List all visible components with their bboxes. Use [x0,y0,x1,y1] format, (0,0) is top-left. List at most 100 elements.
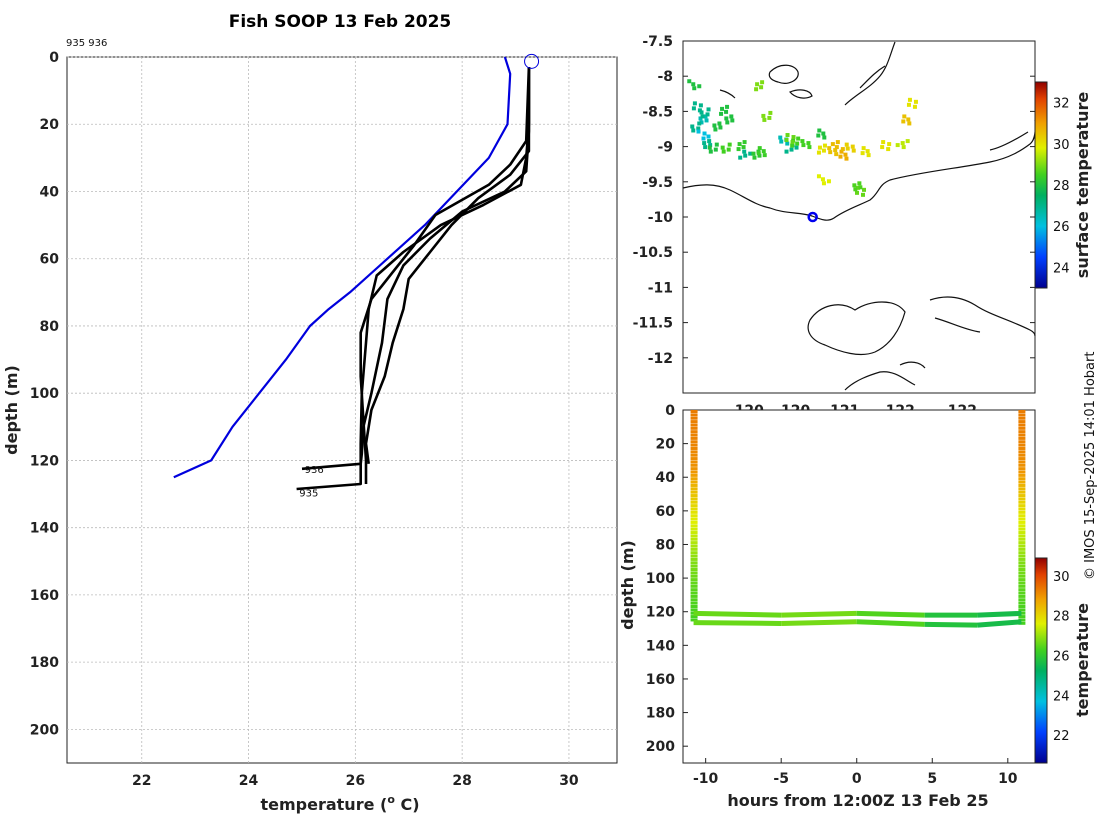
sst-pixel [789,147,794,152]
cast-1-cell [1018,568,1026,572]
sst-pixel [895,143,900,148]
timeseries-colorbar-tick-3: 28 [1053,610,1070,625]
profile-ids: 935 936 [66,38,107,49]
map-colorbar-tick-4: 32 [1053,97,1070,112]
sst-pixel [687,79,692,84]
sst-pixel [865,149,870,154]
profile-y-tick-7: 140 [30,521,59,537]
sst-pixel [748,151,753,156]
bottom-track-lower-1 [693,620,782,626]
timeseries-colorbar-tick-2: 26 [1053,650,1070,665]
sst-pixel [736,147,741,152]
bottom-track-upper-3 [856,610,925,618]
cast-1-cell [1018,504,1026,508]
cast-0-cell [690,473,698,477]
cast-0-cell [690,420,698,424]
cast-1-cell [1018,477,1026,481]
cast-0-cell [690,500,698,504]
map-colorbar-tick-2: 28 [1053,179,1070,194]
sst-pixel [862,187,866,192]
sst-pixel [752,155,757,160]
sst-pixel [717,121,722,126]
cast-1-cell [1018,578,1026,582]
sst-pixel [703,114,708,119]
sst-pixel [855,190,859,195]
sst-pixel [907,97,912,102]
sst-pixel [737,142,742,147]
sst-pixel [784,149,789,154]
cast-1-cell [1018,494,1026,498]
cast-0-cell [690,588,698,592]
map-y-tick-3: -9 [657,140,673,156]
sst-pixel [698,103,703,108]
cast-0-cell [690,544,698,548]
profile-y-tick-6: 120 [30,453,59,469]
sst-pixel [785,141,790,146]
cast-0-cell [690,568,698,572]
cast-0-cell [690,426,698,430]
cast-0-cell [690,467,698,471]
sst-pixel [816,150,821,155]
sst-pixel [743,153,748,158]
sst-pixel [902,114,907,119]
cast-0-cell [690,537,698,541]
sst-pixel [861,146,866,151]
timeseries-x-tick-0: -10 [693,771,719,787]
sst-pixel [835,140,840,145]
cast-0-cell [690,514,698,518]
cast-0-cell [690,581,698,585]
sst-pixel [850,144,855,149]
cast-0-cell [690,457,698,461]
cast-1-cell [1018,541,1026,545]
cast-1-cell [1018,487,1026,491]
sst-pixel [705,112,710,117]
cast-0-cell [690,410,698,413]
sst-pixel [821,148,826,153]
sst-pixel [768,110,773,115]
sst-pixel [839,149,844,154]
sst-pixel [742,149,747,154]
cast-0-cell [690,615,698,619]
sst-pixel [861,192,865,197]
profile-y-tick-0: 0 [49,50,59,66]
profile-x-tick-1: 24 [239,773,259,789]
cast-0-cell [690,470,698,474]
bottom-track-upper-2 [781,610,857,618]
cast-1-cell [1018,507,1026,511]
profile-x-tick-3: 28 [452,773,471,789]
imos-credit: © IMOS 15-Sep-2025 14:01 Hobart [1083,352,1098,580]
cast-0-cell [690,423,698,427]
cast-0-cell [690,436,698,440]
cast-1-cell [1018,581,1026,585]
sst-pixel [720,145,725,150]
map-y-tick-5: -10 [648,210,674,226]
sst-pixel [816,133,821,138]
cast-0-cell [690,608,698,612]
map-y-tick-9: -12 [648,351,673,367]
profile-y-tick-9: 180 [30,655,59,671]
profile-y-tick-4: 80 [40,319,60,335]
cast-0-cell [690,527,698,531]
cast-0-cell [690,601,698,605]
cast-1-cell [1018,416,1026,420]
sst-pixel [696,129,701,134]
sst-pixel [901,119,906,124]
sst-pixel [801,143,806,148]
sst-pixel [762,153,767,158]
sst-pixel [699,110,704,115]
map-y-tick-0: -7.5 [642,34,673,50]
cast-0-cell [690,574,698,578]
cast-1-cell [1018,621,1026,625]
cast-0-cell [690,487,698,491]
sst-pixel [817,145,822,150]
cast-1-cell [1018,490,1026,494]
cast-1-cell [1018,551,1026,555]
profile-x-tick-2: 26 [346,773,365,789]
timeseries-y-tick-8: 160 [646,672,675,688]
profile-line-935 [296,67,531,491]
timeseries-x-label: hours from 12:00Z 13 Feb 25 [727,791,988,810]
bottom-track-upper-5 [977,610,1022,618]
cast-0-cell [690,531,698,535]
cast-1-cell [1018,588,1026,592]
sst-pixel [719,111,724,116]
